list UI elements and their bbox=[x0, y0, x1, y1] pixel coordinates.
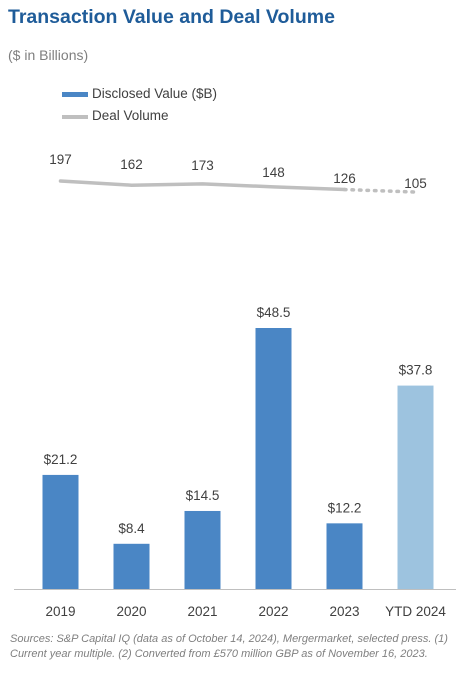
volume-label-2019: 197 bbox=[49, 152, 72, 167]
bar-2022 bbox=[255, 328, 292, 589]
legend-swatch-line bbox=[62, 115, 88, 119]
bar-label-2021: $14.5 bbox=[186, 488, 220, 503]
volume-label-2023: 126 bbox=[333, 171, 356, 186]
volume-label-ytd-2024: 105 bbox=[404, 176, 427, 191]
chart-title: Transaction Value and Deal Volume bbox=[8, 6, 335, 28]
bar-label-2020: $8.4 bbox=[118, 521, 145, 536]
legend-swatch-bar bbox=[62, 92, 88, 97]
category-label-2022: 2022 bbox=[258, 604, 288, 619]
category-label-2023: 2023 bbox=[329, 604, 359, 619]
bar-2023 bbox=[326, 523, 363, 589]
deal-volume-line bbox=[58, 179, 347, 192]
legend-label-value: Disclosed Value ($B) bbox=[92, 86, 218, 101]
footnote: Sources: S&P Capital IQ (data as of Octo… bbox=[10, 633, 448, 660]
bar-label-2019: $21.2 bbox=[44, 452, 78, 467]
bar-2020 bbox=[113, 543, 150, 589]
volume-label-2020: 162 bbox=[120, 157, 143, 172]
legend-label-volume: Deal Volume bbox=[92, 108, 169, 123]
category-label-ytd-2024: YTD 2024 bbox=[385, 604, 446, 619]
bar-2021 bbox=[184, 510, 221, 589]
bar-2019 bbox=[42, 474, 79, 589]
deal-volume-projected-line bbox=[342, 187, 418, 194]
volume-label-2021: 173 bbox=[191, 158, 214, 173]
bar-label-ytd-2024: $37.8 bbox=[399, 363, 433, 378]
category-label-2019: 2019 bbox=[45, 604, 75, 619]
category-label-2020: 2020 bbox=[116, 604, 146, 619]
bar-ytd-2024 bbox=[397, 385, 434, 589]
chart-subtitle: ($ in Billions) bbox=[8, 47, 89, 63]
chart-canvas: $21.2 2019 $8.4 2020 $14.5 2021 $48.5 2022 $12.2… bbox=[14, 152, 456, 619]
category-label-2021: 2021 bbox=[187, 604, 217, 619]
bar-label-2022: $48.5 bbox=[257, 305, 291, 320]
volume-label-2022: 148 bbox=[262, 165, 285, 180]
bar-label-2023: $12.2 bbox=[328, 500, 362, 515]
